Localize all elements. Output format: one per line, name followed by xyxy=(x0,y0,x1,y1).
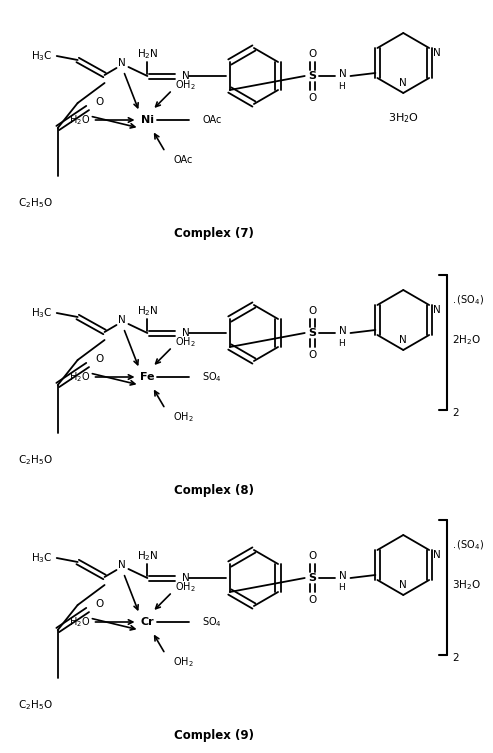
Text: OAc: OAc xyxy=(202,115,221,125)
Text: H: H xyxy=(339,584,345,593)
Text: $\mathsf{H_2N}$: $\mathsf{H_2N}$ xyxy=(137,304,158,318)
Text: O: O xyxy=(309,306,317,316)
Text: $\mathsf{OH_2}$: $\mathsf{OH_2}$ xyxy=(175,78,196,92)
Text: S: S xyxy=(309,328,317,338)
Text: H: H xyxy=(339,81,345,90)
Text: N: N xyxy=(182,328,190,338)
Text: $\mathsf{2H_2O}$: $\mathsf{2H_2O}$ xyxy=(452,333,481,347)
Text: Complex (8): Complex (8) xyxy=(174,483,254,496)
Text: S: S xyxy=(309,71,317,81)
Text: $\mathsf{C_2H_5O}$: $\mathsf{C_2H_5O}$ xyxy=(18,196,53,210)
Text: Ni: Ni xyxy=(141,115,154,125)
Text: 2: 2 xyxy=(452,408,458,418)
Text: $\mathsf{C_2H_5O}$: $\mathsf{C_2H_5O}$ xyxy=(18,453,53,467)
Text: N: N xyxy=(118,315,125,325)
Text: $\mathsf{H_3C}$: $\mathsf{H_3C}$ xyxy=(31,49,53,63)
Text: O: O xyxy=(96,97,104,107)
Text: $\mathsf{H_2N}$: $\mathsf{H_2N}$ xyxy=(137,47,158,61)
Text: O: O xyxy=(309,551,317,561)
Text: $\mathsf{.(SO_4)}$: $\mathsf{.(SO_4)}$ xyxy=(452,538,485,552)
Text: N: N xyxy=(399,78,407,88)
Text: $\mathsf{OH_2}$: $\mathsf{OH_2}$ xyxy=(173,410,194,424)
Text: $\mathsf{OH_2}$: $\mathsf{OH_2}$ xyxy=(173,655,194,669)
Text: N: N xyxy=(433,550,441,560)
Text: N: N xyxy=(182,71,190,81)
Text: $\mathsf{H_3C}$: $\mathsf{H_3C}$ xyxy=(31,306,53,320)
Text: 2: 2 xyxy=(452,653,458,663)
Text: N: N xyxy=(118,560,125,570)
Text: O: O xyxy=(309,350,317,360)
Text: N: N xyxy=(182,573,190,583)
Text: O: O xyxy=(309,49,317,59)
Text: $\mathsf{C_2H_5O}$: $\mathsf{C_2H_5O}$ xyxy=(18,698,53,712)
Text: H: H xyxy=(339,339,345,347)
Text: S: S xyxy=(309,573,317,583)
Text: $\mathsf{.(SO_4)}$: $\mathsf{.(SO_4)}$ xyxy=(452,293,485,306)
Text: O: O xyxy=(96,354,104,364)
Text: N: N xyxy=(433,48,441,58)
Text: $\mathsf{H_2O}$: $\mathsf{H_2O}$ xyxy=(70,615,91,629)
Text: O: O xyxy=(309,595,317,605)
Text: Cr: Cr xyxy=(141,617,154,627)
Text: $\mathsf{3H_2O}$: $\mathsf{3H_2O}$ xyxy=(388,111,419,125)
Text: N: N xyxy=(433,305,441,315)
Text: N: N xyxy=(118,58,125,68)
Text: $\mathsf{3H_2O}$: $\mathsf{3H_2O}$ xyxy=(452,578,481,592)
Text: $\mathsf{H_3C}$: $\mathsf{H_3C}$ xyxy=(31,551,53,565)
Text: $\mathsf{SO_4}$: $\mathsf{SO_4}$ xyxy=(202,370,222,384)
Text: $\mathsf{H_2O}$: $\mathsf{H_2O}$ xyxy=(70,113,91,127)
Text: O: O xyxy=(309,93,317,103)
Text: N: N xyxy=(339,69,346,79)
Text: $\mathsf{OH_2}$: $\mathsf{OH_2}$ xyxy=(175,335,196,349)
Text: Fe: Fe xyxy=(140,372,155,382)
Text: Complex (9): Complex (9) xyxy=(174,728,254,742)
Text: $\mathsf{H_2O}$: $\mathsf{H_2O}$ xyxy=(70,370,91,384)
Text: N: N xyxy=(339,326,346,336)
Text: O: O xyxy=(96,599,104,609)
Text: N: N xyxy=(339,571,346,581)
Text: $\mathsf{OH_2}$: $\mathsf{OH_2}$ xyxy=(175,580,196,594)
Text: $\mathsf{SO_4}$: $\mathsf{SO_4}$ xyxy=(202,615,222,629)
Text: Complex (7): Complex (7) xyxy=(174,227,254,239)
Text: OAc: OAc xyxy=(173,155,193,165)
Text: $\mathsf{H_2N}$: $\mathsf{H_2N}$ xyxy=(137,549,158,563)
Text: N: N xyxy=(399,580,407,590)
Text: N: N xyxy=(399,335,407,345)
